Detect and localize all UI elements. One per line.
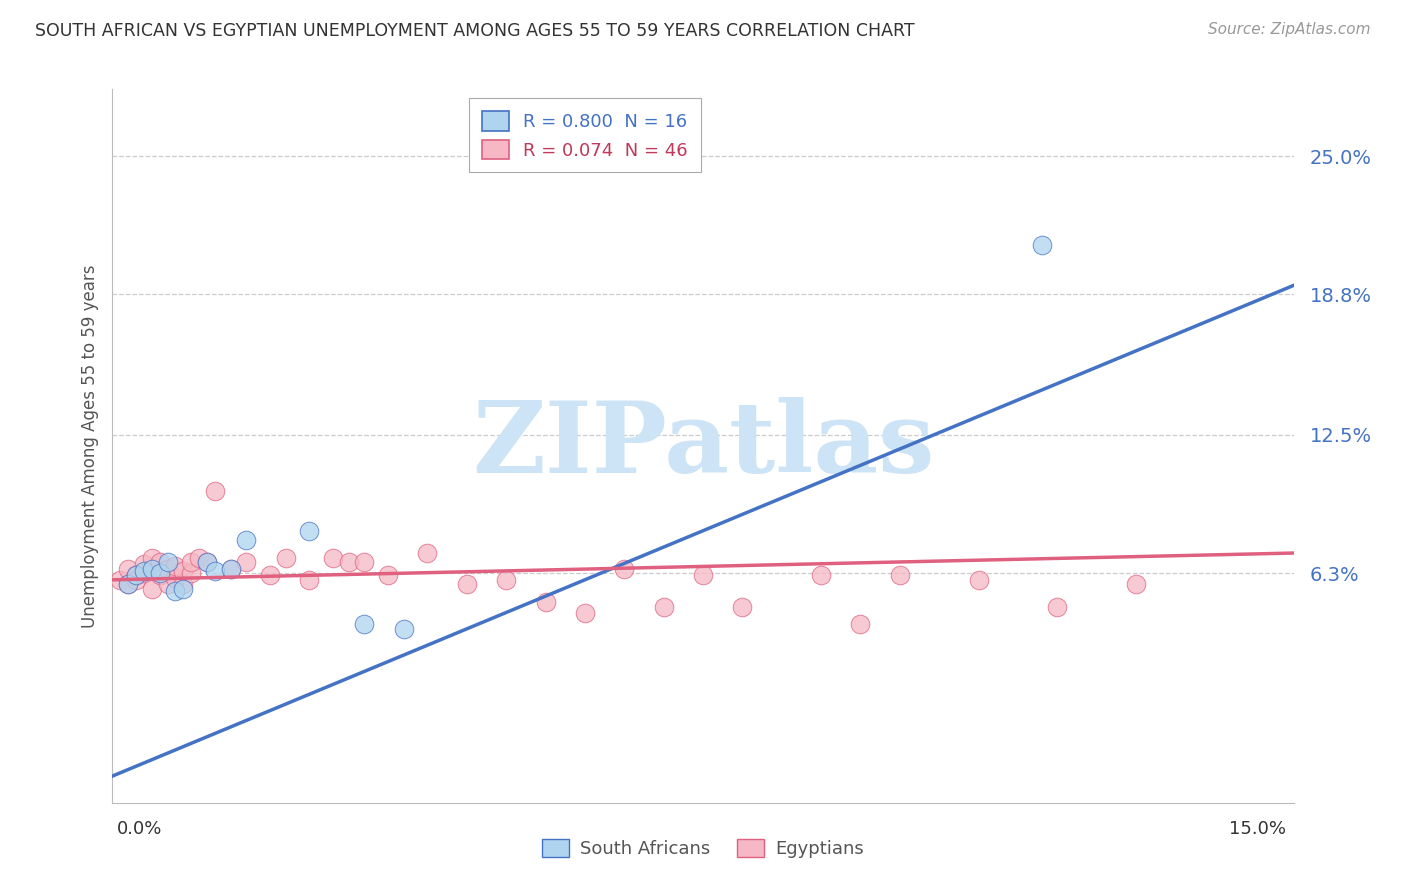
Point xyxy=(110,573,132,587)
Point xyxy=(849,617,872,632)
Point xyxy=(141,582,163,596)
Point xyxy=(392,622,415,636)
Point xyxy=(219,562,242,576)
Point xyxy=(172,577,194,591)
Point xyxy=(456,577,478,591)
Point xyxy=(322,550,344,565)
Point xyxy=(149,568,172,582)
Point xyxy=(132,564,155,578)
Point xyxy=(416,546,439,560)
Point xyxy=(353,617,375,632)
Point xyxy=(117,577,139,591)
Point xyxy=(165,571,187,585)
Point xyxy=(337,555,360,569)
Point xyxy=(889,568,911,582)
Point xyxy=(613,562,636,576)
Text: 0.0%: 0.0% xyxy=(117,820,162,838)
Point xyxy=(967,573,990,587)
Point xyxy=(1125,577,1147,591)
Point xyxy=(692,568,714,582)
Point xyxy=(204,564,226,578)
Point xyxy=(1046,599,1069,614)
Point xyxy=(652,599,675,614)
Point xyxy=(353,555,375,569)
Point xyxy=(574,607,596,621)
Y-axis label: Unemployment Among Ages 55 to 59 years: Unemployment Among Ages 55 to 59 years xyxy=(80,264,98,628)
Point xyxy=(180,555,202,569)
Point xyxy=(195,555,218,569)
Text: SOUTH AFRICAN VS EGYPTIAN UNEMPLOYMENT AMONG AGES 55 TO 59 YEARS CORRELATION CHA: SOUTH AFRICAN VS EGYPTIAN UNEMPLOYMENT A… xyxy=(35,22,915,40)
Point xyxy=(534,595,557,609)
Point xyxy=(298,573,321,587)
Point xyxy=(810,568,832,582)
Point xyxy=(125,573,148,587)
Point xyxy=(1031,238,1053,252)
Point xyxy=(259,568,281,582)
Point xyxy=(172,564,194,578)
Point xyxy=(117,562,139,576)
Point xyxy=(172,582,194,596)
Point xyxy=(156,577,179,591)
Text: 15.0%: 15.0% xyxy=(1229,820,1286,838)
Text: ZIPatlas: ZIPatlas xyxy=(472,398,934,494)
Text: Source: ZipAtlas.com: Source: ZipAtlas.com xyxy=(1208,22,1371,37)
Point xyxy=(149,555,172,569)
Point xyxy=(298,524,321,538)
Point xyxy=(188,550,211,565)
Point xyxy=(141,562,163,576)
Point xyxy=(125,568,148,582)
Legend: South Africans, Egyptians: South Africans, Egyptians xyxy=(534,831,872,865)
Point xyxy=(165,583,187,598)
Point xyxy=(117,577,139,591)
Point xyxy=(165,559,187,574)
Point xyxy=(156,555,179,569)
Point xyxy=(125,568,148,582)
Point xyxy=(132,557,155,572)
Point xyxy=(377,568,399,582)
Point xyxy=(141,550,163,565)
Point xyxy=(180,566,202,581)
Point xyxy=(495,573,517,587)
Point xyxy=(149,566,172,581)
Point xyxy=(156,562,179,576)
Point xyxy=(235,533,257,547)
Point xyxy=(219,562,242,576)
Point xyxy=(731,599,754,614)
Point xyxy=(132,566,155,581)
Point xyxy=(204,483,226,498)
Point xyxy=(274,550,297,565)
Point xyxy=(195,555,218,569)
Point xyxy=(235,555,257,569)
